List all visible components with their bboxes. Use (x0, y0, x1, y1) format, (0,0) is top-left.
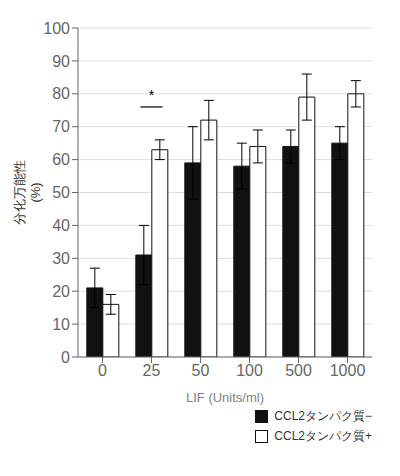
svg-text:50: 50 (192, 362, 210, 379)
svg-text:分化万能性(%): 分化万能性(%) (12, 160, 43, 225)
svg-text:20: 20 (52, 283, 70, 300)
svg-text:0: 0 (98, 362, 107, 379)
svg-text:10: 10 (52, 316, 70, 333)
svg-text:80: 80 (52, 85, 70, 102)
svg-text:50: 50 (52, 184, 70, 201)
svg-text:70: 70 (52, 118, 70, 135)
svg-text:500: 500 (285, 362, 312, 379)
svg-text:40: 40 (52, 217, 70, 234)
svg-text:60: 60 (52, 151, 70, 168)
svg-text:1000: 1000 (330, 362, 366, 379)
svg-text:90: 90 (52, 53, 70, 70)
svg-text:0: 0 (61, 349, 70, 366)
svg-text:LIF (Units/ml): LIF (Units/ml) (186, 390, 264, 405)
html-text:CCL2タンパク質+: CCL2タンパク質+ (274, 429, 372, 443)
html-text:CCL2タンパク質−: CCL2タンパク質− (274, 409, 372, 423)
svg-text:30: 30 (52, 250, 70, 267)
svg-text:100: 100 (43, 20, 70, 37)
svg-text:*: * (149, 87, 155, 103)
svg-text:100: 100 (236, 362, 263, 379)
svg-text:25: 25 (143, 362, 161, 379)
